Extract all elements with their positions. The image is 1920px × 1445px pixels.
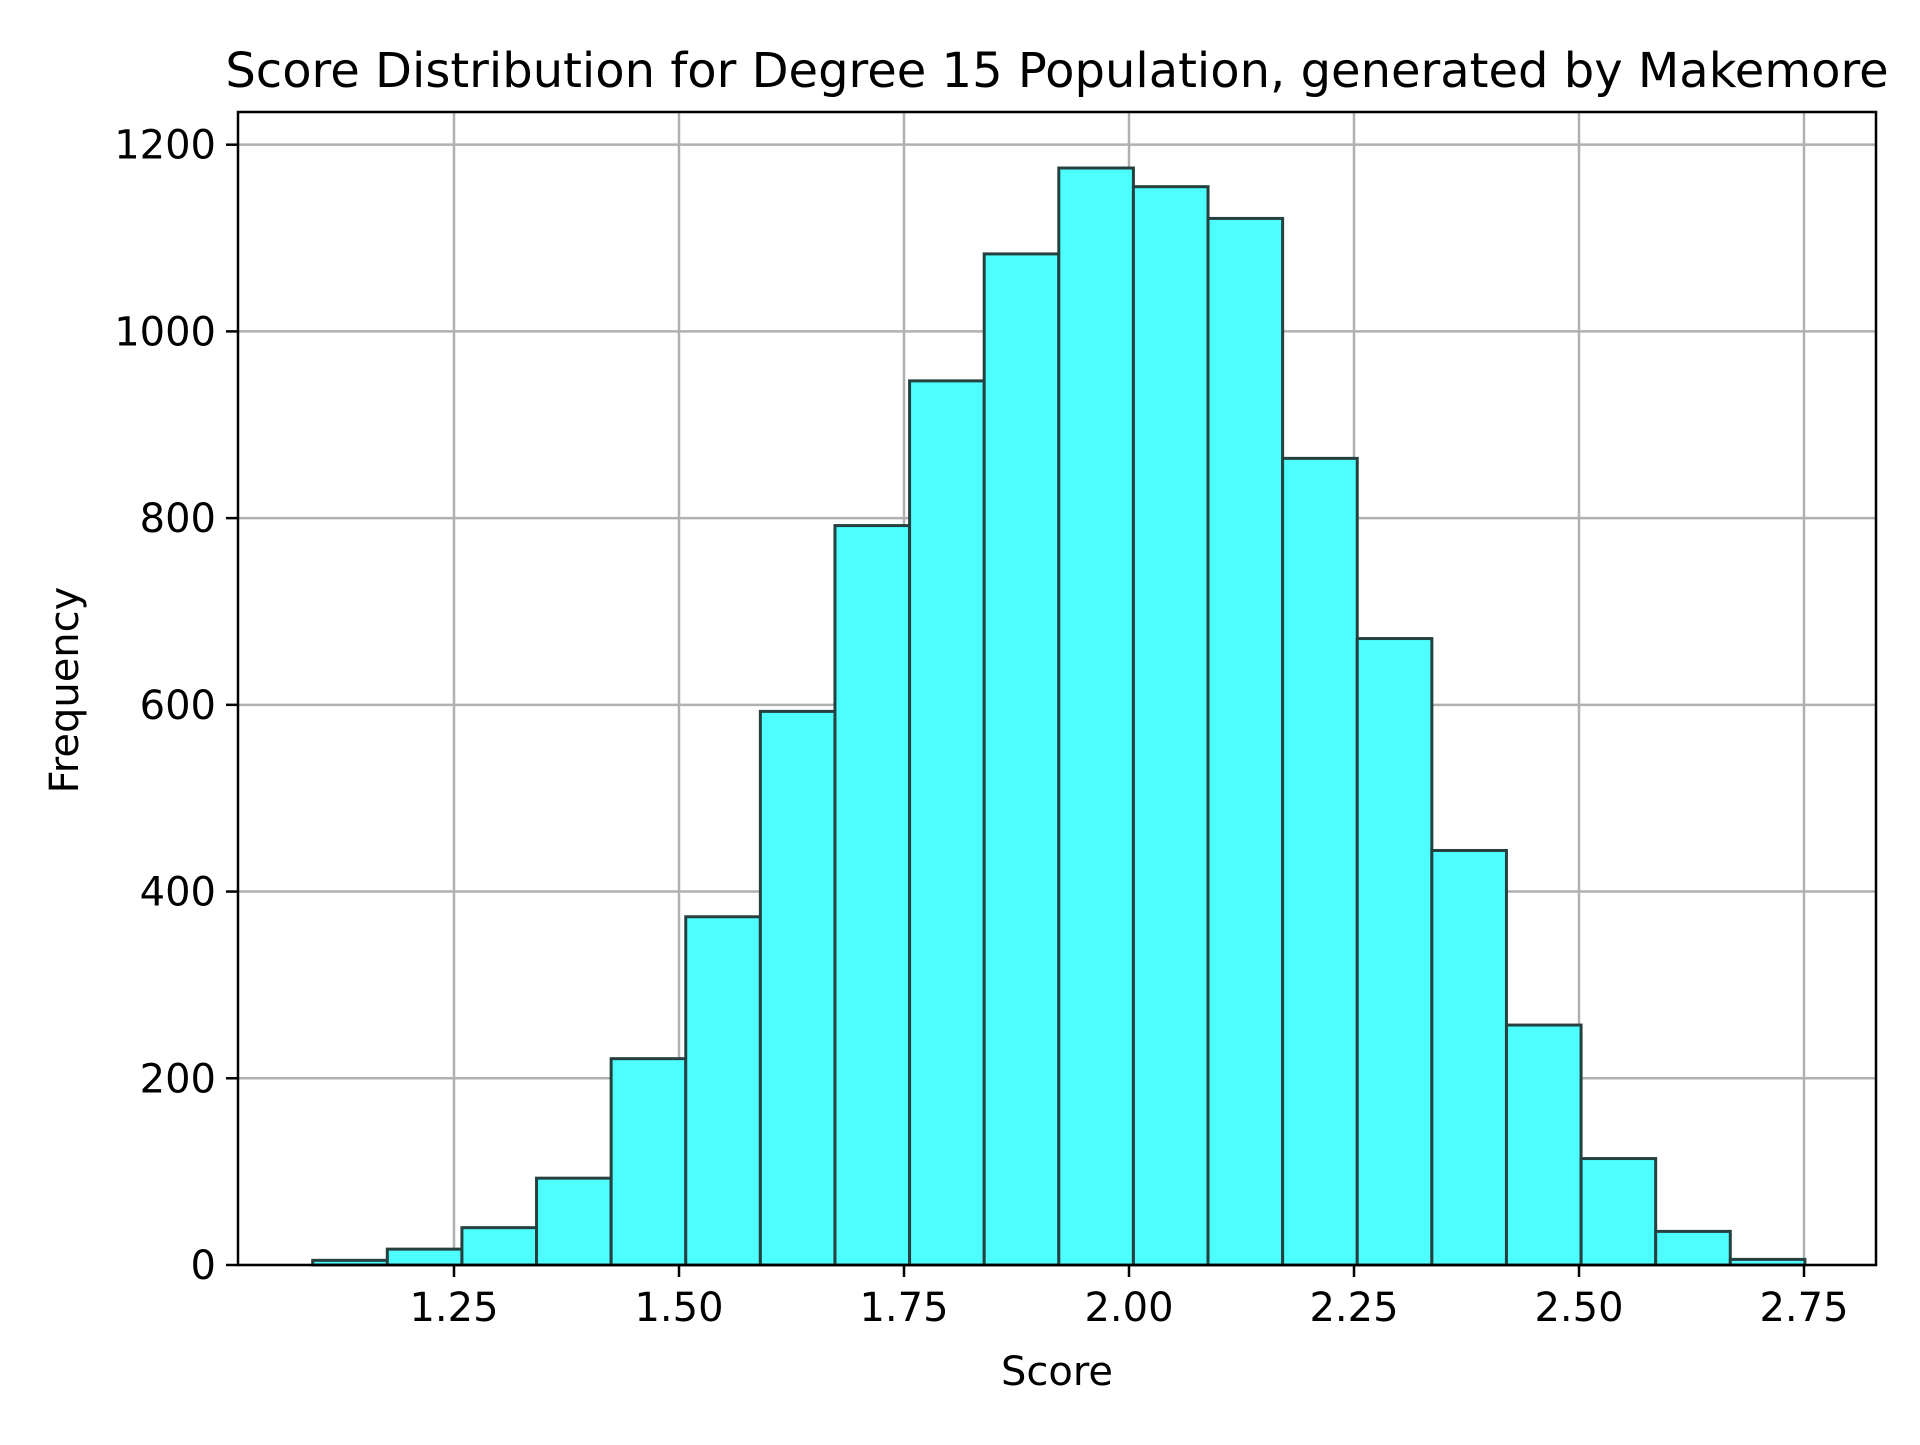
y-axis-label: Frequency: [42, 587, 88, 794]
x-tick-label: 1.50: [634, 1285, 723, 1331]
histogram-bar: [758, 709, 837, 1267]
histogram-bar: [684, 915, 762, 1267]
y-tick-label: 400: [140, 870, 216, 916]
histogram-bar: [1355, 637, 1434, 1267]
histogram-bar: [1057, 166, 1135, 1267]
histogram-bar: [609, 1057, 688, 1267]
y-axis-ticks: 0 200 400 600 800 1000 1200: [114, 123, 238, 1289]
y-tick-label: 200: [140, 1056, 216, 1102]
y-tick-label: 1200: [114, 123, 216, 169]
x-tick-label: 1.25: [409, 1285, 498, 1331]
chart-title: Score Distribution for Degree 15 Populat…: [225, 43, 1888, 99]
y-tick-label: 600: [140, 683, 216, 729]
histogram-bar: [1131, 185, 1210, 1267]
histogram-bar: [1206, 216, 1285, 1267]
x-tick-label: 2.00: [1084, 1285, 1173, 1331]
histogram-bar: [1654, 1229, 1732, 1267]
y-tick-label: 800: [140, 496, 216, 542]
histogram-bar: [1579, 1157, 1658, 1267]
y-tick-label: 0: [191, 1243, 216, 1289]
x-axis-ticks: 1.25 1.50 1.75 2.00 2.25 2.50 2.75: [409, 1265, 1849, 1331]
x-tick-label: 2.25: [1309, 1285, 1398, 1331]
histogram-bar: [385, 1247, 464, 1267]
histogram-bar: [1281, 456, 1359, 1267]
histogram-bar: [1504, 1023, 1583, 1267]
histogram-bar: [982, 252, 1061, 1267]
x-axis-label: Score: [1001, 1349, 1113, 1395]
y-tick-label: 1000: [114, 309, 216, 355]
histogram-bar: [908, 379, 986, 1267]
histogram-bar: [833, 524, 912, 1267]
histogram-bar: [535, 1176, 613, 1267]
x-tick-label: 2.50: [1534, 1285, 1623, 1331]
histogram-bar: [460, 1226, 539, 1267]
x-tick-label: 1.75: [859, 1285, 948, 1331]
histogram-bar: [1430, 848, 1508, 1267]
plot-frame: [236, 110, 1878, 1267]
x-tick-label: 2.75: [1759, 1285, 1848, 1331]
histogram-bars: [311, 166, 1807, 1267]
